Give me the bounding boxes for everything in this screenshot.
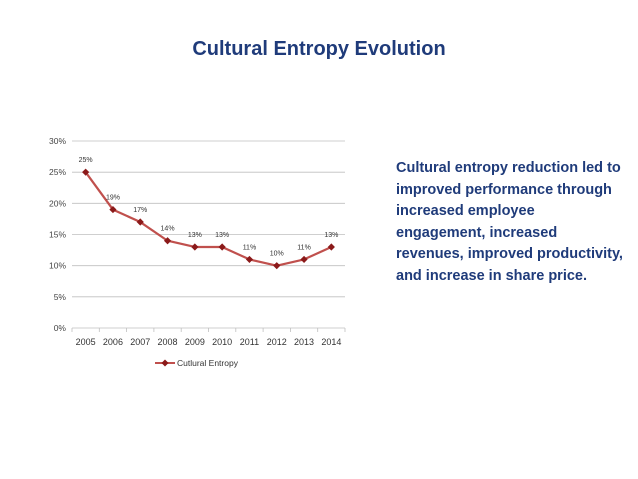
data-point bbox=[109, 205, 117, 214]
series-line bbox=[84, 171, 332, 267]
x-tick-label: 2010 bbox=[212, 337, 232, 347]
x-tick-label: 2009 bbox=[185, 337, 205, 347]
series-cultural-entropy bbox=[82, 168, 335, 270]
data-point bbox=[191, 243, 199, 251]
data-point bbox=[218, 243, 226, 251]
data-label: 25% bbox=[79, 157, 93, 164]
data-point bbox=[82, 168, 90, 176]
x-tick-label: 2005 bbox=[76, 337, 96, 347]
x-tick-label: 2008 bbox=[158, 337, 178, 347]
data-point bbox=[273, 262, 281, 270]
data-point bbox=[300, 255, 308, 264]
legend-marker bbox=[161, 359, 169, 367]
data-label: 11% bbox=[297, 244, 311, 251]
data-label: 14% bbox=[161, 226, 175, 233]
y-tick-label: 15% bbox=[49, 230, 66, 240]
y-tick-label: 10% bbox=[49, 261, 66, 271]
data-point bbox=[136, 218, 144, 226]
x-tick-label: 2014 bbox=[321, 337, 341, 347]
data-label: 13% bbox=[188, 232, 202, 239]
data-point bbox=[327, 243, 335, 251]
y-axis-ticks: 0% 5% 10% 15% 20% 25% 30% bbox=[49, 136, 66, 333]
slide-title: Cultural Entropy Evolution bbox=[192, 38, 446, 60]
y-tick-label: 20% bbox=[49, 198, 66, 208]
x-tick-label: 2007 bbox=[130, 337, 150, 347]
data-label: 13% bbox=[324, 232, 338, 239]
data-labels: 25% 19% 17% 14% 13% 13% 11% 10% 11% 13% bbox=[79, 157, 339, 258]
x-tick-label: 2006 bbox=[103, 337, 123, 347]
y-tick-label: 0% bbox=[54, 323, 67, 333]
x-tick-label: 2012 bbox=[267, 337, 287, 347]
legend-label: Cutlural Entropy bbox=[177, 358, 239, 368]
y-tick-label: 5% bbox=[54, 292, 67, 302]
data-label: 17% bbox=[133, 207, 147, 214]
data-label: 10% bbox=[270, 251, 284, 258]
gridlines bbox=[72, 140, 345, 329]
summary-text: Cultural entropy reduction led to improv… bbox=[396, 160, 623, 284]
x-tick-label: 2013 bbox=[294, 337, 314, 347]
legend: Cutlural Entropy bbox=[155, 358, 239, 368]
data-label: 11% bbox=[243, 244, 257, 251]
data-label: 19% bbox=[106, 195, 120, 202]
x-tick-label: 2011 bbox=[240, 337, 259, 347]
data-point bbox=[245, 255, 254, 264]
y-tick-label: 25% bbox=[49, 167, 66, 177]
y-tick-label: 30% bbox=[49, 136, 66, 146]
data-point bbox=[163, 237, 172, 245]
x-axis-ticks: 2005 2006 2007 2008 2009 2010 2011 2012 2013 2014 bbox=[71, 328, 346, 347]
data-label: 13% bbox=[215, 232, 229, 239]
